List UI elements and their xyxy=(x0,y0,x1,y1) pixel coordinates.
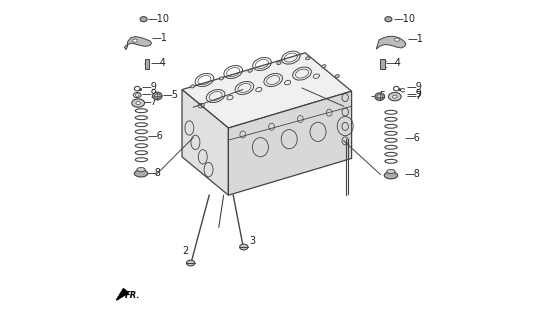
Ellipse shape xyxy=(134,170,148,177)
Text: —9: —9 xyxy=(142,82,158,92)
Ellipse shape xyxy=(137,168,145,172)
Ellipse shape xyxy=(387,169,395,173)
Text: —7: —7 xyxy=(142,97,158,107)
Ellipse shape xyxy=(240,244,248,250)
Ellipse shape xyxy=(393,95,397,98)
Polygon shape xyxy=(376,36,406,49)
Ellipse shape xyxy=(335,75,339,78)
Polygon shape xyxy=(182,90,228,195)
Text: —4: —4 xyxy=(386,58,402,68)
Text: —10: —10 xyxy=(393,13,415,24)
Ellipse shape xyxy=(385,17,392,22)
Polygon shape xyxy=(124,36,152,50)
Text: —5: —5 xyxy=(163,90,179,100)
Ellipse shape xyxy=(133,39,137,42)
Text: —1: —1 xyxy=(152,33,167,43)
Ellipse shape xyxy=(248,69,252,72)
Polygon shape xyxy=(228,91,352,195)
Bar xyxy=(145,59,149,69)
Ellipse shape xyxy=(191,85,195,88)
Text: —10: —10 xyxy=(148,13,170,24)
Bar xyxy=(380,59,385,69)
Text: —8: —8 xyxy=(146,168,161,178)
Ellipse shape xyxy=(186,260,195,266)
Ellipse shape xyxy=(132,99,145,107)
Ellipse shape xyxy=(306,57,310,60)
Polygon shape xyxy=(117,289,129,300)
Text: —6: —6 xyxy=(148,131,164,141)
Text: —4: —4 xyxy=(151,58,166,68)
Text: —6: —6 xyxy=(404,132,420,143)
Ellipse shape xyxy=(384,172,397,179)
Ellipse shape xyxy=(395,38,399,41)
Text: —7: —7 xyxy=(407,91,423,101)
Ellipse shape xyxy=(219,77,224,80)
Ellipse shape xyxy=(153,92,162,100)
Text: 2: 2 xyxy=(182,246,188,256)
Text: —8: —8 xyxy=(404,169,420,180)
Ellipse shape xyxy=(145,61,149,67)
Ellipse shape xyxy=(322,65,326,68)
Polygon shape xyxy=(182,53,352,128)
Ellipse shape xyxy=(136,101,140,104)
Ellipse shape xyxy=(154,94,160,98)
Text: 3: 3 xyxy=(249,236,255,246)
Ellipse shape xyxy=(140,17,147,22)
Text: —1: —1 xyxy=(408,34,423,44)
Ellipse shape xyxy=(375,93,384,100)
Text: —9: —9 xyxy=(142,89,158,99)
Ellipse shape xyxy=(277,61,281,65)
Text: —9: —9 xyxy=(407,89,422,99)
Text: —9: —9 xyxy=(407,82,422,92)
Text: —5: —5 xyxy=(370,91,386,101)
Ellipse shape xyxy=(377,94,383,99)
Text: FR.: FR. xyxy=(124,291,140,300)
Ellipse shape xyxy=(388,92,401,101)
